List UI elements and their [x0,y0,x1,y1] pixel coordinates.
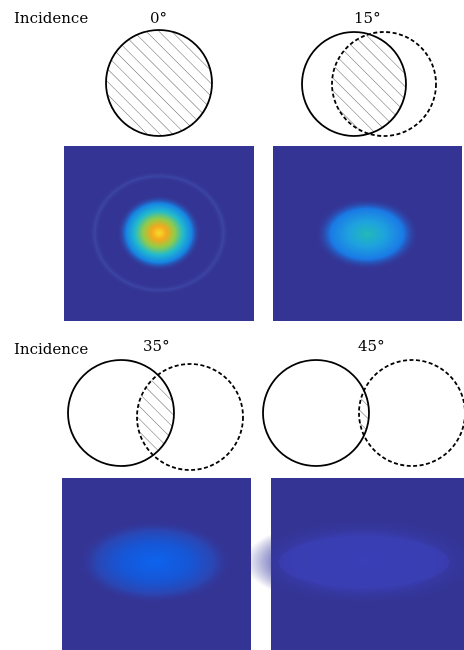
incidence-label-row2: Incidence [14,340,89,358]
angle-label-35: 35° [143,337,170,355]
overlap-diagram-45deg [262,359,464,467]
incidence-label-row1: Incidence [14,9,89,27]
intensity-map-0deg [64,146,254,321]
intensity-map-15deg [273,146,462,321]
angle-label-45: 45° [358,337,385,355]
overlap-diagram-15deg [301,31,437,137]
angle-label-0: 0° [150,9,168,27]
overlap-diagram-0deg [105,29,213,137]
overlap-diagram-35deg [67,359,244,471]
angle-label-15: 15° [354,9,381,27]
intensity-map-35deg [62,478,251,650]
intensity-map-45deg [244,478,464,650]
